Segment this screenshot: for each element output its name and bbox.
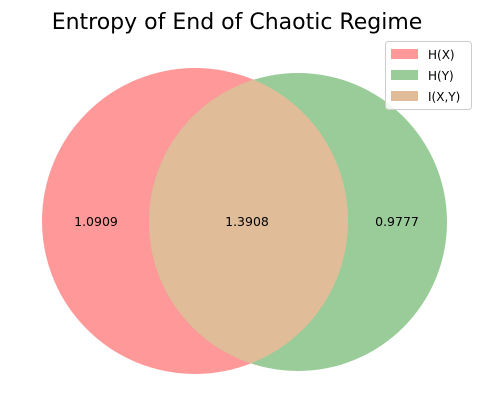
legend-swatch-ixy [391,91,418,101]
label-hx-only: 1.0909 [74,214,118,229]
chart-title: Entropy of End of Chaotic Regime [52,10,423,35]
label-hy-only: 0.9777 [375,214,419,229]
legend: H(X) H(Y) I(X,Y) [385,41,472,110]
legend-swatch-hx [391,49,418,59]
legend-label-hy: H(Y) [428,69,454,83]
label-intersection: 1.3908 [225,214,269,229]
legend-swatch-hy [391,70,418,80]
legend-label-hx: H(X) [428,48,455,62]
legend-label-ixy: I(X,Y) [428,90,460,104]
intersection-region [149,73,348,371]
